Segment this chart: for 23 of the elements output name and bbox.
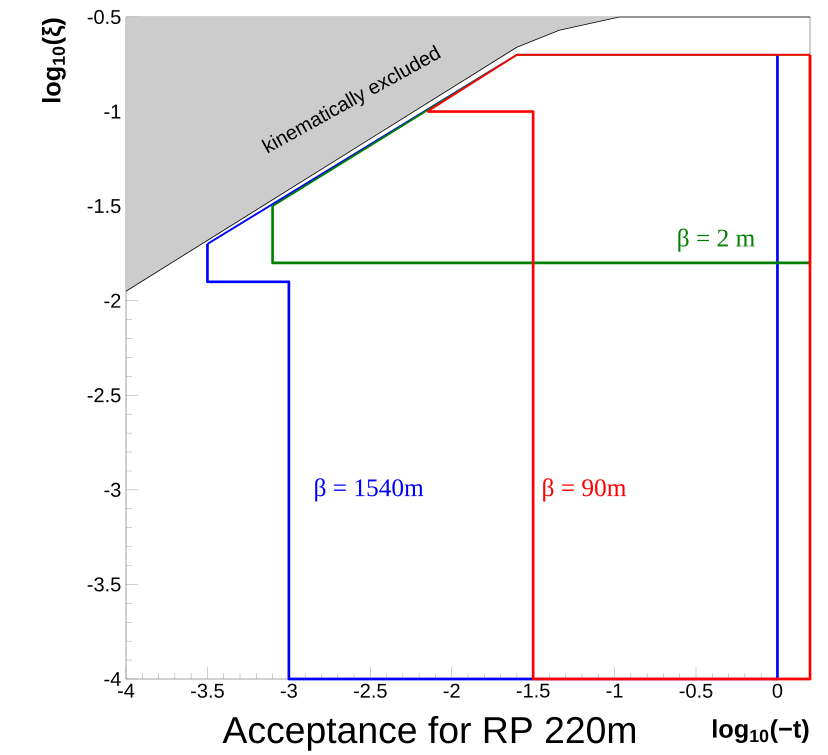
y-tick-label: -2 [104,294,120,308]
y-tick-label: -0.5 [88,10,120,24]
y-tick-label: -1.5 [88,199,120,214]
x-tick-label: -2 [444,684,460,698]
x-tick-label: -0.5 [680,684,712,698]
x-tick-label: -1 [606,684,622,698]
y-tick-label: -4 [104,672,121,686]
y-tick-label: -3.5 [88,577,120,592]
y-tick-label: -1 [104,104,120,118]
y-tick-label: -2.5 [88,388,120,402]
text: Acceptance for RP 220m [222,716,635,751]
x-tick-label: -3 [280,684,297,698]
x-tick-label: -3.5 [191,684,224,698]
y-axis-title: log$_{10}$(ξ) [42,18,66,102]
series-label: β = 1540m [315,478,424,502]
x-tick-label: -4 [118,684,134,698]
x-tick-label: -1.5 [516,684,550,698]
series-label: β = 2 m [678,228,755,252]
x-tick-label: -2.5 [354,684,387,698]
x-tick-label: 0 [772,684,782,698]
x-axis-title: log$_{10}$(−t) [713,719,808,743]
y-tick-label: -3 [104,482,120,497]
series-label: β = 90m [543,478,626,502]
